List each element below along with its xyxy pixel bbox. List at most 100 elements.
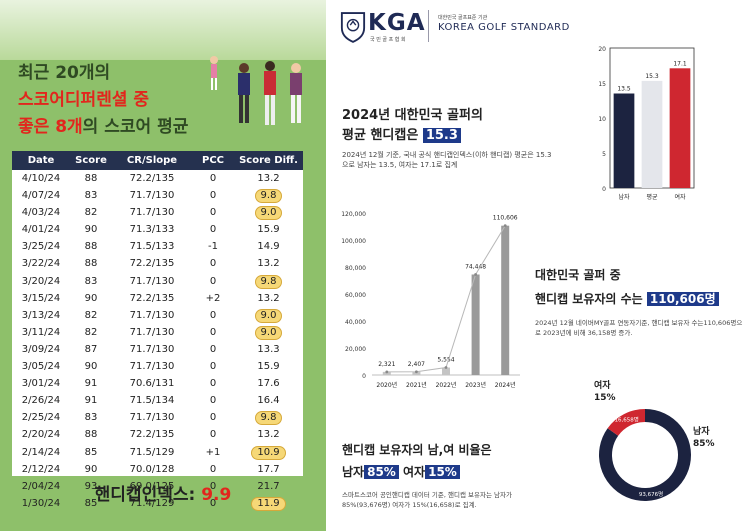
cell-date: 3/13/24 xyxy=(21,309,61,321)
trend-line xyxy=(386,225,506,373)
th-score: Score xyxy=(75,155,107,166)
cell-score-diff: 13.2 xyxy=(257,258,280,270)
cell-score: 88 xyxy=(84,173,98,184)
cell-pcc: +1 xyxy=(205,446,221,458)
cell-score-diff-wrap: 21.7 xyxy=(234,478,303,495)
trend-point xyxy=(474,273,477,276)
cell-pcc: 0 xyxy=(209,429,217,441)
cell-cr-slope: 71.7/130 xyxy=(129,326,175,338)
donut-male-value: 93,676명 xyxy=(639,491,663,498)
cell-score-diff: 14.9 xyxy=(257,241,280,253)
cell-date: 4/10/24 xyxy=(21,173,61,184)
cell-score: 83 xyxy=(84,412,98,424)
cell-score-diff-wrap: 9.8 xyxy=(234,187,303,204)
avg-handicap-title2: 평균 핸디캡은 15.3 xyxy=(342,124,461,143)
cell-pcc: 0 xyxy=(209,395,217,407)
bar xyxy=(501,225,510,375)
cell-date: 3/05/24 xyxy=(21,361,61,373)
headline-line2: 스코어디퍼렌셜 중 xyxy=(18,90,150,110)
ratio-male-value: 85% xyxy=(364,465,399,479)
y-tick-label: 80,000 xyxy=(345,265,366,272)
cell-pcc: +2 xyxy=(205,292,221,304)
table-row: 3/13/24 82 71.7/130 0 9.0 xyxy=(12,307,303,324)
score-table-body: 4/10/24 88 72.2/135 0 13.2 4/07/24 83 71.7/130 0… xyxy=(12,170,303,512)
table-row: 3/11/24 82 71.7/130 0 9.0 xyxy=(12,324,303,341)
table-row: 4/03/24 82 71.7/130 0 9.0 xyxy=(12,204,303,221)
cell-score-diff-highlight: 9.0 xyxy=(254,325,283,340)
bar-value-label: 74,448 xyxy=(465,263,486,270)
cell-score-diff: 13.3 xyxy=(257,343,280,355)
cell-score-diff-wrap: 9.0 xyxy=(234,324,303,341)
bar xyxy=(442,367,450,375)
bar-value-label: 110,606 xyxy=(493,215,518,222)
th-cr-slope: CR/Slope xyxy=(126,155,178,166)
kga-logo-text: KGA xyxy=(368,10,426,36)
headline-line3-rest: 의 스코어 평균 xyxy=(82,117,189,137)
cell-score-diff-wrap: 13.3 xyxy=(234,341,303,358)
cell-score: 83 xyxy=(84,190,98,202)
cell-pcc: 0 xyxy=(209,497,217,509)
cell-date: 2/26/24 xyxy=(21,395,61,407)
cell-pcc: 0 xyxy=(209,275,217,287)
table-row: 3/01/24 91 70.6/131 0 17.6 xyxy=(12,375,303,392)
table-row: 2/26/24 91 71.5/134 0 16.4 xyxy=(12,392,303,409)
donut-male-percent: 85% xyxy=(693,439,715,449)
cell-score: 87 xyxy=(84,343,98,355)
cell-date: 3/22/24 xyxy=(21,258,61,270)
cell-score-diff-highlight: 10.9 xyxy=(251,445,286,460)
cell-cr-slope: 72.2/135 xyxy=(129,173,175,184)
cell-date: 3/11/24 xyxy=(21,326,61,338)
cell-score: 88 xyxy=(84,258,98,270)
cell-cr-slope: 69.0/125 xyxy=(129,480,175,492)
cell-cr-slope: 71.7/130 xyxy=(129,412,175,424)
cell-score: 91 xyxy=(84,395,98,407)
y-tick-label: 20 xyxy=(598,46,606,53)
cell-score: 88 xyxy=(84,429,98,441)
avg-handicap-value: 15.3 xyxy=(422,128,461,143)
bar xyxy=(412,371,421,375)
cell-cr-slope: 71.5/133 xyxy=(129,241,175,253)
donut-female-name: 여자 xyxy=(594,381,611,391)
y-tick-label: 10 xyxy=(598,116,606,123)
donut-male-label: 남자 85% xyxy=(693,426,715,450)
gender-ratio-donut: 16,658명 93,676명 xyxy=(599,409,691,501)
table-row: 4/01/24 90 71.3/133 0 15.9 xyxy=(12,221,303,238)
cell-score: 85 xyxy=(84,446,98,458)
cell-score-diff-wrap: 9.8 xyxy=(234,273,303,290)
y-tick-label: 0 xyxy=(362,373,366,380)
cell-date: 1/30/24 xyxy=(21,497,61,509)
kga-shield-icon xyxy=(340,12,366,43)
cell-score-diff-wrap: 13.2 xyxy=(234,170,303,187)
holders-title1: 대한민국 골퍼 중 xyxy=(535,268,621,282)
cell-cr-slope: 71.7/130 xyxy=(129,343,175,355)
th-score-diff: Score Diff. xyxy=(239,155,298,166)
cell-score-diff-wrap: 17.6 xyxy=(234,375,303,392)
headline-line3: 좋은 8개의 스코어 평균 xyxy=(18,114,188,141)
cell-score-diff: 16.4 xyxy=(257,395,280,407)
cell-score-diff: 15.9 xyxy=(257,361,280,373)
org-name: KOREA GOLF STANDARD xyxy=(438,22,570,33)
table-row: 2/20/24 88 72.2/135 0 13.2 xyxy=(12,426,303,443)
cell-pcc: 0 xyxy=(209,480,217,492)
table-row: 2/14/24 85 71.5/129 +1 10.9 xyxy=(12,444,303,461)
cell-score-diff: 17.7 xyxy=(257,463,280,475)
x-tick-label: 2020년 xyxy=(376,381,397,389)
ratio-note: 스마트스코어 공인핸디캡 데이터 기준, 핸디캡 보유자는 남자가 85%(93… xyxy=(342,491,512,509)
cell-cr-slope: 71.7/130 xyxy=(129,207,175,219)
cell-score: 90 xyxy=(84,224,98,236)
holders-note: 2024년 12월 네이버MY골프 연동자기준, 핸디캡 보유자 수는110,6… xyxy=(535,319,743,337)
donut-female-value: 16,658명 xyxy=(615,416,639,423)
cell-score: 90 xyxy=(84,361,98,373)
cell-score-diff-wrap: 13.2 xyxy=(234,290,303,307)
avg-handicap-note: 2024년 12월 기준, 국내 공식 핸디캡인덱스(이하 핸디캡) 평균은 1… xyxy=(342,151,552,169)
cell-score-diff-wrap: 9.0 xyxy=(234,307,303,324)
cell-cr-slope: 71.7/130 xyxy=(129,190,175,202)
cell-score-diff-wrap: 15.9 xyxy=(234,221,303,238)
cell-cr-slope: 71.7/130 xyxy=(129,309,175,321)
bar xyxy=(382,371,391,375)
handicap-index: 핸디캡인덱스: 9.9 xyxy=(0,480,326,505)
cell-cr-slope: 72.2/135 xyxy=(129,258,175,270)
cell-score-diff: 13.2 xyxy=(257,173,280,184)
trend-point xyxy=(503,224,507,228)
bar xyxy=(641,80,663,188)
